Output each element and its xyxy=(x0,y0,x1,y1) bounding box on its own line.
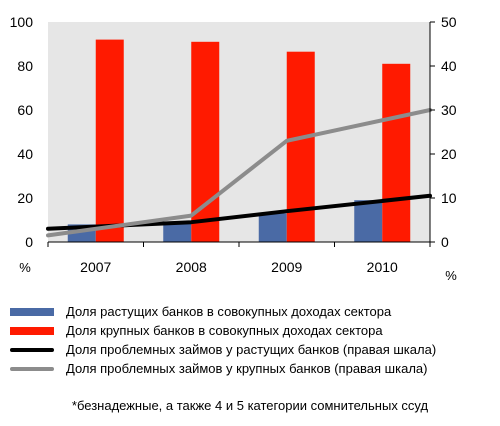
left-tick-label: 0 xyxy=(25,234,33,250)
footnote: *безнадежные, а также 4 и 5 категории со… xyxy=(71,398,429,413)
right-tick-label: 0 xyxy=(441,234,449,250)
legend-item-growing-npl: Доля проблемных займов у растущих банков… xyxy=(10,340,498,359)
bars-group xyxy=(67,39,411,243)
bar-growing-2009 xyxy=(258,213,287,242)
legend-label-large-share: Доля крупных банков в совокупных доходах… xyxy=(66,323,383,338)
legend-swatch-growing-npl xyxy=(10,347,54,352)
ticks-group: 0 20 40 60 80 100 0 10 20 30 40 50 2007 2008 2009 2010 xyxy=(10,14,457,275)
right-tick-label: 20 xyxy=(441,146,457,162)
left-tick-label: 20 xyxy=(17,190,33,206)
legend: Доля растущих банков в совокупных дохода… xyxy=(10,302,498,378)
left-tick-label: 100 xyxy=(10,14,34,30)
left-tick-label: 40 xyxy=(17,146,33,162)
bar-large-2009 xyxy=(286,51,315,243)
lines-group xyxy=(46,108,432,238)
legend-swatch-large-share xyxy=(10,326,54,335)
x-tick-label: 2007 xyxy=(80,259,111,275)
legend-label-large-npl: Доля проблемных займов у крупных банков … xyxy=(66,361,428,376)
x-tick-label: 2009 xyxy=(271,259,302,275)
bar-growing-2010 xyxy=(354,200,383,242)
legend-item-large-npl: Доля проблемных займов у крупных банков … xyxy=(10,359,498,378)
legend-item-growing-share: Доля растущих банков в совокупных дохода… xyxy=(10,302,498,321)
line-large-npl xyxy=(46,108,432,238)
legend-swatch-growing-share xyxy=(10,307,54,316)
bar-large-2010 xyxy=(382,63,411,242)
right-tick-label: 30 xyxy=(441,102,457,118)
right-tick-label: 10 xyxy=(441,190,457,206)
x-tick-label: 2010 xyxy=(367,259,398,275)
left-tick-label: 60 xyxy=(17,102,33,118)
right-axis-unit: % xyxy=(445,268,457,283)
legend-swatch-large-npl xyxy=(10,366,54,371)
legend-label-growing-npl: Доля проблемных займов у растущих банков… xyxy=(66,342,437,357)
right-tick-label: 50 xyxy=(441,14,457,30)
bar-large-2008 xyxy=(191,41,220,242)
legend-label-growing-share: Доля растущих банков в совокупных дохода… xyxy=(66,304,392,319)
left-tick-label: 80 xyxy=(17,58,33,74)
legend-item-large-share: Доля крупных банков в совокупных доходах… xyxy=(10,321,498,340)
bar-growing-2008 xyxy=(163,222,192,242)
x-tick-label: 2008 xyxy=(176,259,207,275)
bar-large-2007 xyxy=(95,39,124,242)
left-axis-unit: % xyxy=(19,260,31,275)
right-tick-label: 40 xyxy=(441,58,457,74)
